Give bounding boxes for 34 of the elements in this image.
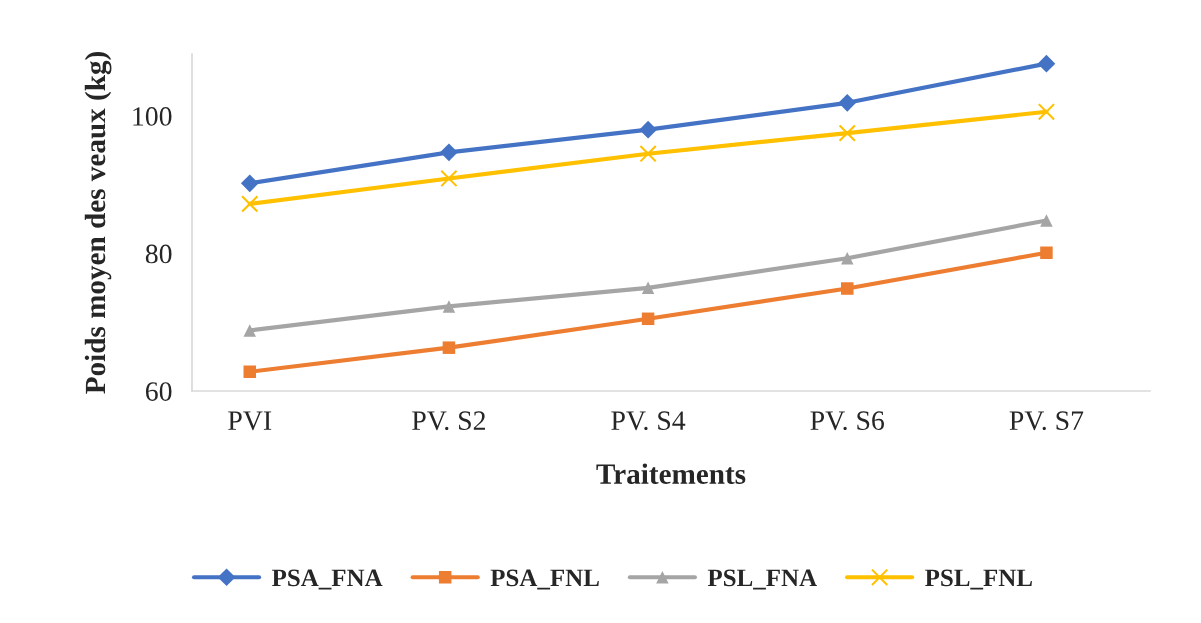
point — [240, 174, 259, 193]
point — [1040, 246, 1053, 260]
point — [838, 93, 857, 112]
point — [1037, 54, 1056, 73]
x-tick-label: PV. S6 — [810, 411, 885, 431]
point — [442, 300, 456, 313]
point — [241, 195, 259, 213]
legend-label: PSL_FNA — [707, 569, 817, 590]
point — [1037, 103, 1056, 121]
point — [243, 365, 257, 378]
legend-label: PSA_FNA — [271, 569, 383, 590]
point — [841, 282, 854, 295]
point — [641, 312, 655, 326]
point — [1040, 214, 1053, 227]
y-tick-label: 60 — [145, 382, 172, 401]
point — [442, 341, 456, 354]
y-axis-title: Poids moyen des veaux (kg) — [84, 52, 112, 394]
point — [639, 145, 657, 163]
point — [639, 120, 657, 139]
x-tick-label: PV. S4 — [611, 411, 686, 431]
point — [440, 169, 458, 188]
x-tick-label: PVI — [228, 411, 272, 431]
x-tick-label: PV. S7 — [1009, 411, 1084, 431]
x-axis-title: Traitements — [596, 463, 746, 484]
point — [641, 281, 655, 295]
point — [243, 324, 257, 337]
x-tick-label: PV. S2 — [412, 411, 485, 431]
point — [440, 143, 458, 162]
y-tick-label: 100 — [133, 107, 172, 126]
point — [841, 252, 854, 265]
y-tick-label: 80 — [145, 244, 172, 264]
legend-label: PSL_FNL — [925, 569, 1032, 590]
point — [838, 124, 856, 142]
legend-label: PSA_FNL — [490, 569, 599, 590]
